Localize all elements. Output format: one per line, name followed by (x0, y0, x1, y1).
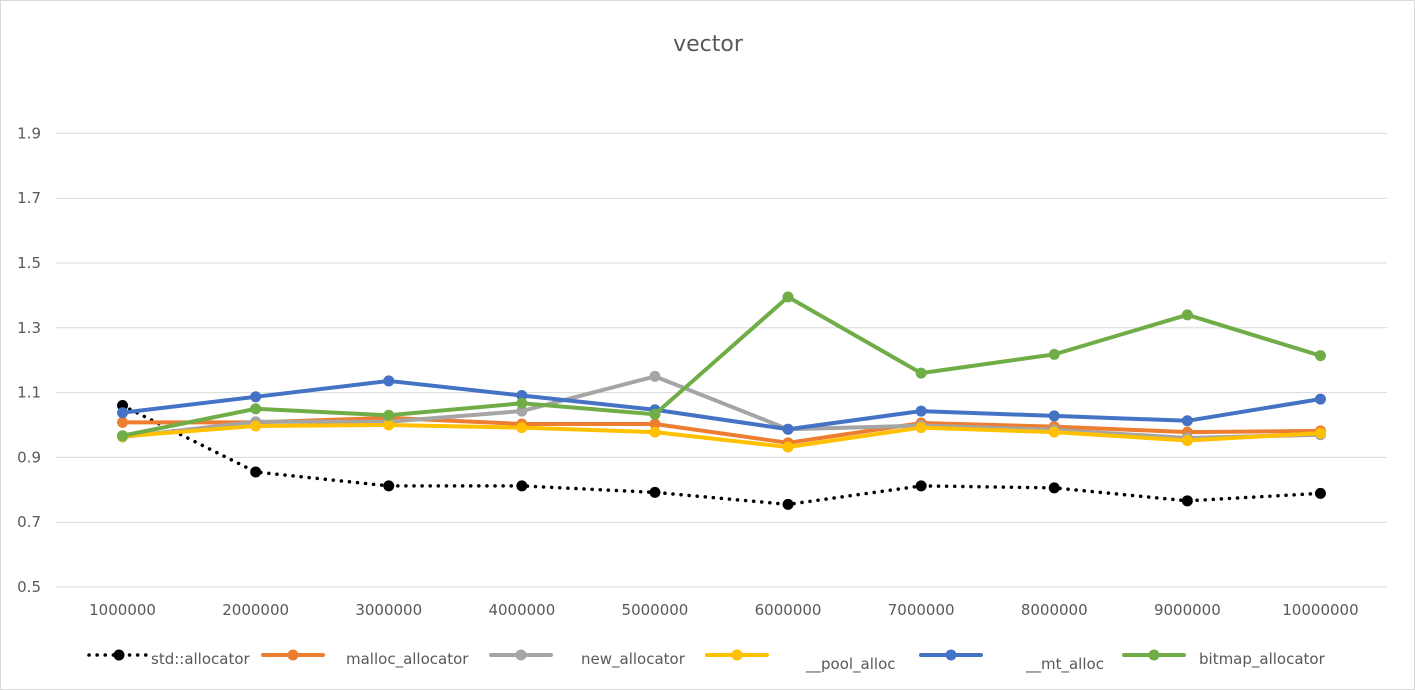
data-point (915, 480, 927, 492)
legend-label: __mt_alloc (1025, 655, 1104, 674)
x-axis-ticks: 1000000 2000000 3000000 4000000 5000000 60000… (89, 601, 1358, 619)
data-point (915, 422, 927, 434)
data-point (383, 419, 395, 431)
x-tick-label: 8000000 (1021, 601, 1088, 619)
y-tick-label: 1.3 (17, 319, 41, 337)
data-point (915, 405, 927, 417)
data-point (516, 422, 528, 434)
data-point (782, 441, 794, 453)
y-tick-label: 1.5 (17, 254, 41, 272)
x-tick-label: 1000000 (89, 601, 156, 619)
series-line (120, 374, 1323, 440)
x-tick-label: 4000000 (488, 601, 555, 619)
y-tick-label: 1.1 (17, 384, 41, 402)
data-point (1048, 482, 1060, 494)
legend-label: std::allocator (151, 650, 251, 668)
data-point (250, 391, 262, 403)
data-point (117, 430, 129, 442)
x-tick-label: 6000000 (755, 601, 822, 619)
x-tick-label: 9000000 (1154, 601, 1221, 619)
y-tick-label: 0.5 (17, 578, 41, 596)
series-pool-alloc (117, 419, 1326, 453)
series-line (120, 423, 1323, 450)
x-tick-label: 2000000 (222, 601, 289, 619)
data-point (649, 370, 661, 382)
data-point (1048, 426, 1060, 438)
data-point (1181, 435, 1193, 447)
data-point (1048, 348, 1060, 360)
legend: std::allocator malloc_allocator new_alloca… (87, 649, 1326, 674)
legend-swatch-marker (515, 649, 527, 661)
data-point (1181, 495, 1193, 507)
series-mt-alloc (117, 375, 1326, 435)
data-point (915, 367, 927, 379)
legend-swatch-marker (731, 649, 743, 661)
legend-label: malloc_allocator (346, 650, 469, 669)
data-point (1314, 393, 1326, 405)
data-point (649, 486, 661, 498)
legend-swatch-marker (945, 649, 957, 661)
y-axis-ticks: 0.5 0.7 0.9 1.1 1.3 1.5 1.7 1.9 (17, 124, 41, 596)
y-tick-label: 0.7 (17, 513, 41, 531)
legend-swatch-marker (113, 649, 125, 661)
data-point (250, 420, 262, 432)
data-point (117, 416, 129, 428)
data-point (1314, 487, 1326, 499)
x-tick-label: 7000000 (888, 601, 955, 619)
x-tick-label: 3000000 (355, 601, 422, 619)
data-point (782, 291, 794, 303)
legend-swatch-marker (287, 649, 299, 661)
legend-label: bitmap_allocator (1199, 650, 1326, 669)
data-point (782, 498, 794, 510)
data-point (782, 423, 794, 435)
y-tick-label: 1.9 (17, 124, 41, 142)
series-line (120, 378, 1323, 432)
series-bitmap-allocator (117, 291, 1326, 442)
data-point (516, 390, 528, 402)
data-point (649, 426, 661, 438)
legend-label: new_allocator (581, 650, 686, 669)
x-tick-label: 5000000 (622, 601, 689, 619)
data-point (516, 397, 528, 409)
chart-title: vector (673, 32, 744, 57)
data-point (383, 375, 395, 387)
data-point (1314, 427, 1326, 439)
data-point (117, 407, 129, 419)
data-point (383, 409, 395, 421)
legend-swatch-marker (1148, 649, 1160, 661)
series-std-allocator (117, 400, 1326, 510)
data-point (516, 480, 528, 492)
data-point (1314, 350, 1326, 362)
data-point (1181, 309, 1193, 321)
x-tick-label: 10000000 (1282, 601, 1358, 619)
y-tick-label: 1.7 (17, 189, 41, 207)
data-point (250, 466, 262, 478)
data-point (516, 405, 528, 417)
gridlines (56, 132, 1387, 588)
legend-label: __pool_alloc (805, 655, 896, 674)
y-tick-label: 0.9 (17, 448, 41, 466)
data-point (1181, 415, 1193, 427)
series-line (120, 295, 1323, 438)
data-point (649, 408, 661, 420)
data-point (649, 418, 661, 430)
data-point (250, 403, 262, 415)
series-layer (117, 291, 1326, 510)
series-line (120, 403, 1323, 507)
data-point (383, 480, 395, 492)
data-point (1048, 410, 1060, 422)
